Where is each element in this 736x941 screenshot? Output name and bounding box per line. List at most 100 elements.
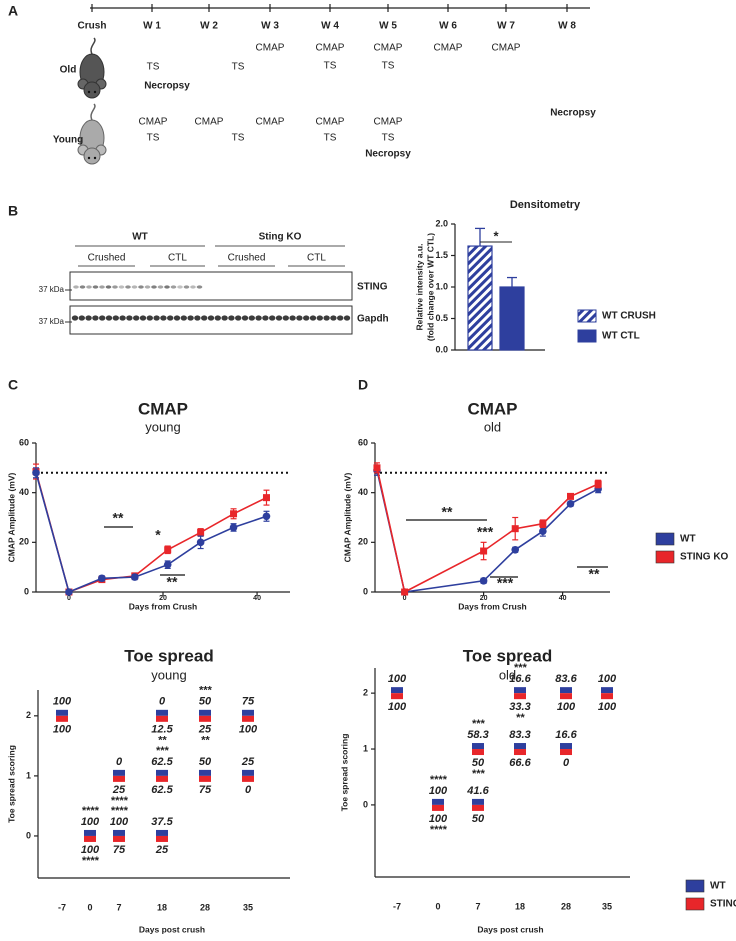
wt-significance: *** [199, 685, 213, 697]
band [262, 315, 269, 321]
timeline-event: Necropsy [144, 81, 190, 92]
y-tick-label: 1.5 [435, 250, 448, 260]
point [32, 469, 40, 477]
wt-percent: 16.6 [509, 673, 531, 685]
band [86, 285, 92, 289]
band [241, 315, 249, 321]
point [479, 577, 488, 585]
y-tick-label: 20 [358, 537, 368, 547]
timeline-event: Necropsy [550, 108, 596, 119]
legend-swatch [685, 897, 705, 911]
band [153, 315, 160, 321]
band [112, 315, 120, 321]
band [221, 315, 228, 321]
ko-marker [113, 775, 125, 782]
legend-label: WT CRUSH [602, 311, 656, 322]
significance: ** [589, 566, 600, 582]
band [269, 315, 276, 321]
wt-marker [156, 709, 168, 716]
x-tick-label: 0 [67, 595, 71, 602]
timeline-column: W 5 [379, 21, 397, 32]
x-tick-label: 20 [480, 595, 488, 602]
wt-marker [199, 769, 211, 776]
band [201, 315, 208, 321]
wt-marker [514, 687, 526, 694]
band [125, 285, 131, 289]
band [337, 315, 344, 321]
bar [467, 245, 493, 351]
ko-percent: 100 [81, 844, 100, 856]
ko-percent: 100 [53, 724, 72, 736]
panel-label: C [8, 377, 18, 393]
timeline-column: W 8 [558, 21, 576, 32]
size-marker: 37 kDa [39, 285, 65, 294]
y-tick-label: 2 [26, 710, 31, 720]
x-axis-label: Days post crush [477, 924, 543, 934]
wt-marker [84, 829, 96, 836]
band [248, 315, 255, 321]
point [262, 512, 271, 521]
wt-marker [156, 829, 168, 836]
timeline-event: TS [147, 62, 160, 73]
series-line [35, 471, 267, 594]
band [235, 315, 242, 321]
band [316, 315, 323, 321]
wt-significance: **** [110, 805, 128, 817]
ko-percent: 100 [388, 701, 407, 713]
ko-marker [242, 715, 254, 722]
x-tick-label: 35 [602, 901, 612, 911]
band [343, 315, 351, 321]
ko-significance: ** [158, 735, 167, 747]
wt-marker [560, 687, 572, 694]
chart-title: Densitometry [510, 199, 581, 211]
chart-title: Toe spread [463, 646, 552, 665]
ko-marker [156, 775, 168, 782]
ko-marker [84, 835, 96, 842]
y-tick-label: 1 [363, 743, 368, 753]
band [296, 315, 303, 321]
x-tick-label: 35 [243, 902, 253, 912]
timeline-event: TS [232, 133, 245, 144]
band [146, 315, 153, 321]
band [157, 285, 164, 289]
row-label: Old [60, 65, 77, 76]
x-tick-label: 0 [403, 595, 407, 602]
wt-marker [113, 829, 125, 836]
point [163, 560, 172, 569]
point [401, 588, 409, 596]
y-tick-label: 2 [363, 688, 368, 698]
significance: * [493, 228, 499, 243]
point [511, 525, 519, 533]
band [78, 315, 86, 321]
ko-marker [472, 749, 484, 756]
legend-swatch [655, 532, 675, 546]
band [118, 285, 125, 289]
y-axis-label: Toe spread scoring [339, 734, 349, 812]
wt-percent: 100 [598, 673, 617, 685]
timeline-column: W 1 [143, 21, 161, 32]
wt-percent: 100 [429, 785, 448, 797]
wt-percent: 25 [241, 756, 255, 768]
y-axis-label: Toe spread scoring [6, 745, 16, 823]
timeline-column: W 4 [321, 21, 339, 32]
timeline-column: W 2 [200, 21, 218, 32]
x-tick-label: 18 [515, 901, 525, 911]
ko-percent: 100 [239, 724, 258, 736]
x-tick-label: 0 [435, 901, 440, 911]
point [229, 523, 238, 532]
band [214, 315, 221, 321]
y-axis-label: Relative intensity a.u. [414, 244, 424, 331]
ko-percent: 0 [563, 757, 570, 769]
ko-marker [514, 693, 526, 700]
ko-percent: 100 [429, 813, 448, 825]
ko-significance: *** [472, 768, 486, 780]
band [255, 315, 262, 321]
ko-percent: 25 [198, 724, 212, 736]
timeline-event: CMAP [316, 117, 345, 128]
ko-marker [514, 749, 526, 756]
ko-marker [391, 693, 403, 700]
wt-percent: 75 [242, 696, 255, 708]
wt-percent: 41.6 [466, 785, 489, 797]
wt-percent: 62.5 [151, 756, 173, 768]
ko-marker [432, 804, 444, 811]
